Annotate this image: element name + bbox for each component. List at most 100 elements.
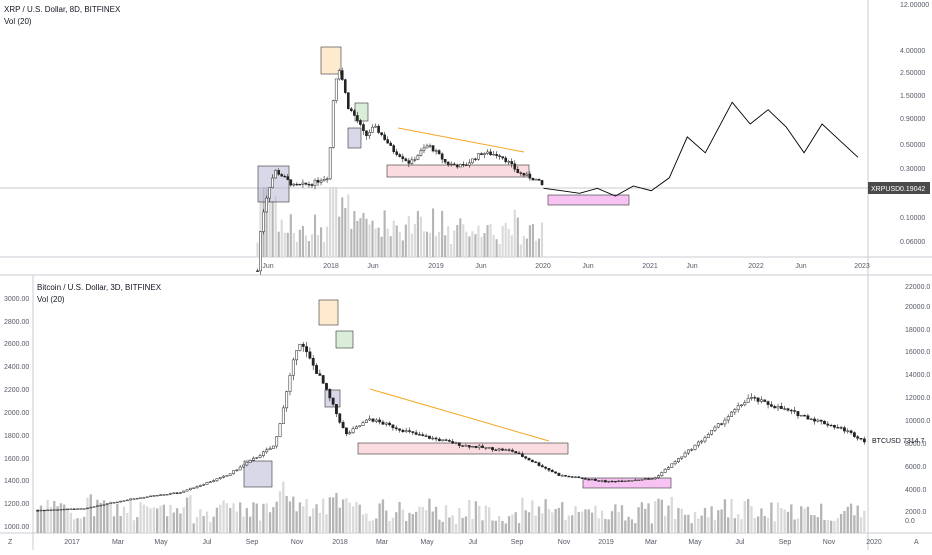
xrp-candle-body — [307, 183, 311, 186]
xrp-candle-body — [313, 179, 317, 186]
btc-volume-bar — [202, 516, 205, 533]
xrp-volume-bar — [392, 220, 395, 257]
btc-volume-bar — [531, 500, 534, 533]
btc-volume-bar — [544, 499, 547, 533]
xrp-candle-body — [343, 79, 347, 93]
btc-left-axis-label: 1600.00 — [4, 456, 29, 463]
btc-candle-body — [567, 475, 571, 478]
btc-candle-body — [484, 447, 488, 449]
btc-volume-bar — [295, 511, 298, 533]
xrp-candle-body — [256, 270, 259, 272]
btc-right-axis-label: 10000.0 — [905, 418, 930, 425]
xrp-volume-bar — [413, 223, 416, 257]
btc-candle-body — [590, 478, 594, 481]
xrp-volume-bar — [320, 227, 323, 257]
btc-candle-body — [806, 415, 810, 420]
xrp-candle-body — [422, 147, 426, 151]
btc-date-label: Sep — [779, 539, 792, 546]
btc-candle-body — [69, 508, 73, 510]
log-scale-toggle[interactable]: Z — [8, 539, 13, 546]
xrp-candle-body — [392, 145, 396, 152]
btc-volume-bar — [511, 514, 514, 533]
btc-volume-bar — [371, 520, 375, 533]
btc-volume-bar — [839, 514, 843, 533]
xrp-candle-body — [431, 145, 435, 152]
btc-volume-bar — [534, 515, 537, 533]
xrp-candle-body — [277, 170, 281, 175]
btc-candle-body — [348, 432, 352, 435]
btc-candle-body — [779, 406, 783, 409]
xrp-volume-bar — [371, 220, 374, 257]
btc-candle-body — [603, 480, 607, 483]
btc-candle-body — [693, 444, 697, 450]
xrp-candle-body — [537, 178, 541, 181]
btc-volume-bar — [793, 519, 796, 533]
btc-volume-bar — [219, 504, 222, 533]
btc-volume-bar — [501, 520, 504, 533]
auto-scale-toggle[interactable]: A — [914, 539, 919, 546]
btc-date-label: Nov — [823, 539, 836, 546]
xrp-candle-body — [440, 153, 444, 160]
btc-volume-bar — [547, 508, 551, 533]
btc-candle-body — [288, 375, 292, 392]
btc-candle-body — [530, 459, 534, 463]
btc-candle-body — [617, 480, 621, 482]
xrp-candle-body — [289, 179, 293, 186]
btc-volume-bar — [348, 502, 351, 533]
btc-candle-body — [42, 509, 46, 512]
xrp-volume-bar — [495, 239, 498, 257]
btc-volume-bar — [375, 518, 378, 533]
xrp-candle-body — [504, 157, 507, 162]
btc-volume-bar — [92, 516, 96, 533]
btc-date-label: 2018 — [332, 539, 348, 546]
xrp-date-label: 2019 — [428, 263, 444, 270]
btc-volume-bar — [846, 506, 849, 533]
btc-candle-body — [92, 506, 96, 508]
btc-volume-bar — [338, 507, 341, 533]
btc-candle-body — [716, 423, 720, 428]
xrp-volume-bar — [419, 216, 423, 257]
btc-volume-bar — [265, 503, 268, 533]
btc-volume-bar — [331, 497, 335, 533]
btc-candle-body — [627, 480, 631, 482]
xrp-candle-body — [259, 231, 262, 272]
xrp-volume-bar — [280, 219, 283, 257]
btc-candle-body — [265, 449, 269, 453]
btc-candle-body — [169, 493, 172, 495]
xrp-date-label: Jun — [475, 263, 486, 270]
btc-volume-bar — [53, 501, 56, 533]
btc-candle-body — [315, 365, 318, 374]
btc-volume-bar — [448, 517, 451, 533]
btc-volume-bar — [322, 498, 325, 533]
xrp-projection-path — [543, 101, 859, 197]
btc-candle-body — [258, 455, 262, 458]
btc-candle-body — [504, 449, 508, 451]
xrp-volume-bar — [268, 187, 271, 257]
btc-volume-bar — [112, 516, 116, 533]
btc-candle-body — [235, 469, 239, 472]
btc-candle-body — [720, 423, 723, 425]
btc-volume-bar — [677, 508, 680, 533]
btc-candle-body — [305, 346, 308, 353]
btc-volume-bar — [654, 501, 657, 533]
xrp-candle-body — [452, 163, 456, 166]
btc-candle-body — [524, 456, 528, 459]
btc-candle-body — [786, 408, 790, 411]
btc-date-label: Jul — [203, 539, 212, 546]
xrp-candle-body — [386, 139, 389, 144]
btc-right-axis-label: 20000.0 — [905, 304, 930, 311]
btc-candle-body — [683, 452, 687, 458]
xrp-volume-bar — [537, 238, 541, 257]
btc-date-label: 2019 — [598, 539, 614, 546]
btc-candle-body — [132, 498, 136, 500]
xrp-volume-bar — [510, 235, 513, 257]
btc-candle-body — [159, 494, 162, 496]
btc-candle-body — [537, 462, 541, 466]
btc-candle-body — [252, 457, 255, 461]
xrp-volume-bar — [404, 224, 407, 257]
btc-candle-body — [308, 351, 312, 359]
btc-candle-body — [494, 449, 498, 451]
btc-candle-body — [554, 471, 557, 474]
xrp-box-target — [547, 194, 630, 206]
